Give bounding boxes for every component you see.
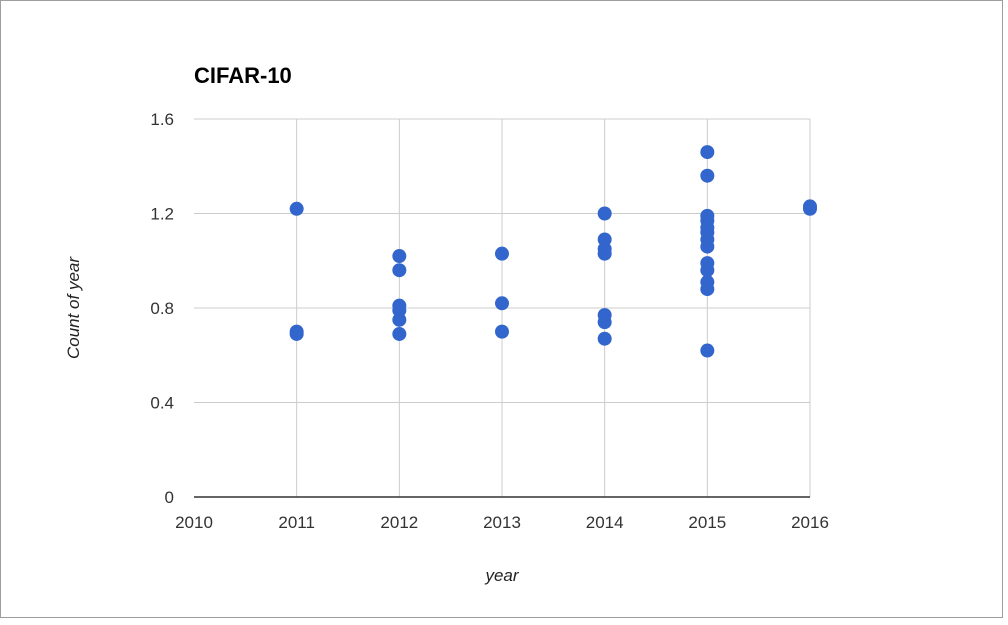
data-point [289, 326, 304, 341]
data-point [597, 315, 612, 330]
x-tick-label: 2016 [791, 513, 829, 532]
x-tick-label: 2011 [278, 513, 315, 532]
y-tick-labels: 0 0.4 0.8 1.2 1.6 [150, 110, 174, 507]
x-tick-label: 2014 [586, 513, 624, 532]
chart-title: CIFAR-10 [194, 63, 292, 88]
x-tick-labels: 2010 2011 2012 2013 2014 2015 2016 [175, 513, 829, 532]
x-tick-label: 2015 [688, 513, 726, 532]
data-point [392, 249, 407, 264]
data-point [700, 263, 715, 278]
y-tick-label: 1.2 [150, 205, 174, 224]
data-point [495, 296, 509, 311]
data-point [289, 201, 304, 216]
y-tick-label: 0 [165, 488, 174, 507]
data-point [700, 168, 715, 183]
x-tick-label: 2012 [380, 513, 418, 532]
data-point [392, 263, 407, 278]
data-point [597, 206, 612, 221]
x-tick-label: 2010 [175, 513, 213, 532]
data-point [495, 246, 509, 261]
data-point [803, 201, 817, 216]
data-point [700, 239, 715, 254]
y-axis-label: Count of year [64, 256, 83, 359]
data-point [597, 246, 612, 261]
y-tick-label: 1.6 [150, 110, 174, 129]
data-point [597, 331, 612, 346]
data-points [289, 145, 817, 358]
data-point [700, 343, 715, 358]
y-tick-label: 0.8 [150, 299, 174, 318]
x-axis-label: year [484, 566, 519, 585]
data-point [700, 145, 715, 160]
data-point [392, 326, 407, 341]
data-point [700, 282, 715, 297]
data-point [392, 312, 407, 327]
x-tick-label: 2013 [483, 513, 521, 532]
y-tick-label: 0.4 [150, 394, 174, 413]
data-point [495, 324, 509, 339]
